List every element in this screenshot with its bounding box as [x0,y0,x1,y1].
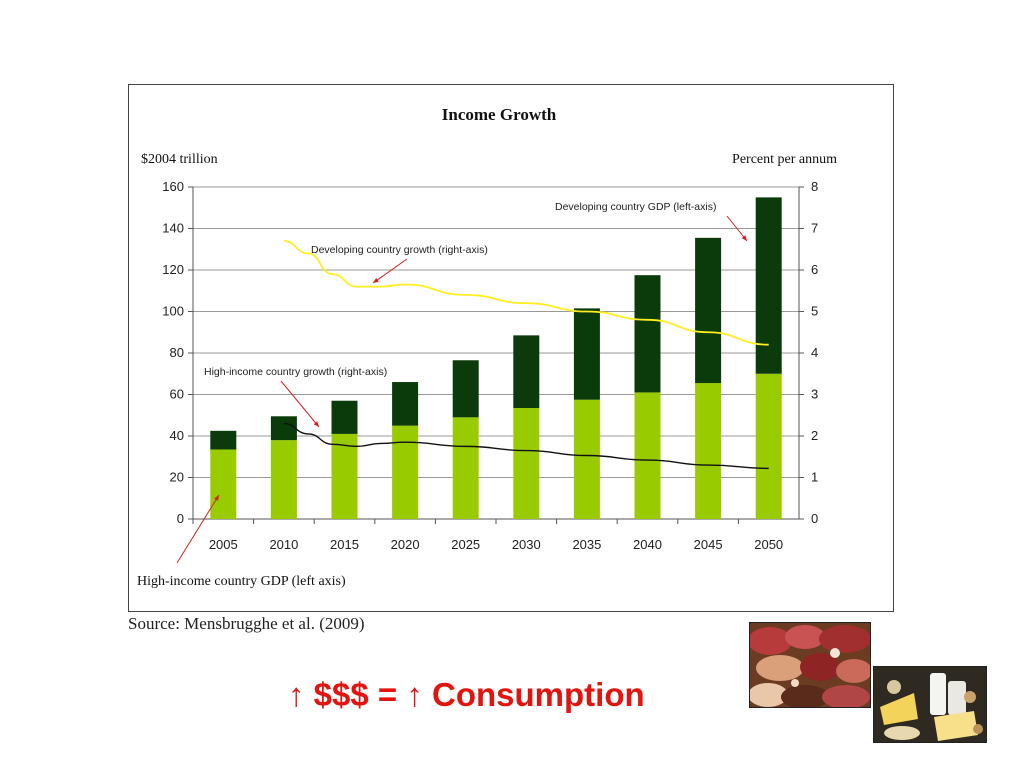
bar-high-income-gdp [634,392,661,519]
bar-high-income-gdp [695,383,722,519]
x-tick-label: 2030 [512,537,541,552]
bar-high-income-gdp [392,425,419,519]
chart-frame: 0 20 40 60 80 100 120 140 160 0 1 2 3 4 5 6 7 8 2005 2010 20… [128,84,894,612]
left-tick-label: 120 [162,262,184,277]
right-tick-label: 2 [811,428,818,443]
left-tick-label: 100 [162,304,184,319]
x-tick-label: 2045 [694,537,723,552]
bar-high-income-gdp [452,417,479,519]
x-tick-label: 2040 [633,537,662,552]
developing-growth-line [283,240,769,346]
annotation-high-income-gdp: High-income country GDP (left axis) [137,574,346,589]
left-tick-label: 160 [162,179,184,194]
right-tick-label: 5 [811,304,818,319]
arrow-high-income-gdp-head [214,495,219,501]
x-tick-label: 2010 [269,537,298,552]
x-tick-label: 2025 [451,537,480,552]
bar-high-income-gdp [755,373,782,519]
right-tick-label: 1 [811,470,818,485]
source-citation: Source: Mensbrugghe et al. (2009) [128,614,365,633]
annotation-developing-gdp: Developing country GDP (left-axis) [555,201,716,213]
right-tick-label: 7 [811,221,818,236]
x-tick-label: 2020 [391,537,420,552]
arrow-developing-gdp-head [741,235,747,241]
bar-high-income-gdp [210,449,237,519]
bar-developing-gdp [513,335,540,408]
arrow-high-income-growth-head [313,421,319,427]
arrow-developing-growth-head [373,277,379,283]
right-axis-label: Percent per annum [732,152,837,167]
bar-developing-gdp [331,400,358,434]
annotation-developing-growth: Developing country growth (right-axis) [311,244,488,256]
bar-developing-gdp [392,382,419,426]
bar-developing-gdp [270,416,297,441]
arrow-high-income-gdp [176,494,220,564]
chart-title: Income Growth [442,105,557,124]
left-tick-label: 40 [170,428,184,443]
x-tick-label: 2050 [754,537,783,552]
bar-developing-gdp [755,197,782,374]
bar-high-income-gdp [513,407,540,519]
arrow-developing-growth [372,258,408,284]
left-tick-label: 60 [170,387,184,402]
bar-developing-gdp [695,237,722,384]
dairy-photo [873,666,987,743]
bar-high-income-gdp [573,399,600,519]
x-tick-label: 2035 [572,537,601,552]
slide-caption: ↑ $$$ = ↑ Consumption [288,676,645,713]
right-tick-label: 0 [811,511,818,526]
left-axis-label: $2004 trillion [141,152,218,167]
arrow-high-income-growth [280,380,320,428]
high-income-growth-line [283,422,769,470]
x-tick-label: 2015 [330,537,359,552]
left-tick-label: 20 [170,470,184,485]
right-tick-label: 6 [811,262,818,277]
bar-high-income-gdp [331,433,358,519]
right-tick-label: 8 [811,179,818,194]
bar-developing-gdp [210,430,237,450]
bar-developing-gdp [452,360,479,418]
bar-high-income-gdp [270,440,297,519]
left-tick-label: 140 [162,221,184,236]
annotation-high-income-growth: High-income country growth (right-axis) [204,366,387,378]
left-tick-label: 0 [177,511,184,526]
bar-developing-gdp [634,275,661,393]
x-tick-label: 2005 [209,537,238,552]
right-tick-label: 3 [811,387,818,402]
meat-photo [749,622,871,708]
right-tick-label: 4 [811,345,818,360]
left-tick-label: 80 [170,345,184,360]
bar-developing-gdp [573,308,600,400]
